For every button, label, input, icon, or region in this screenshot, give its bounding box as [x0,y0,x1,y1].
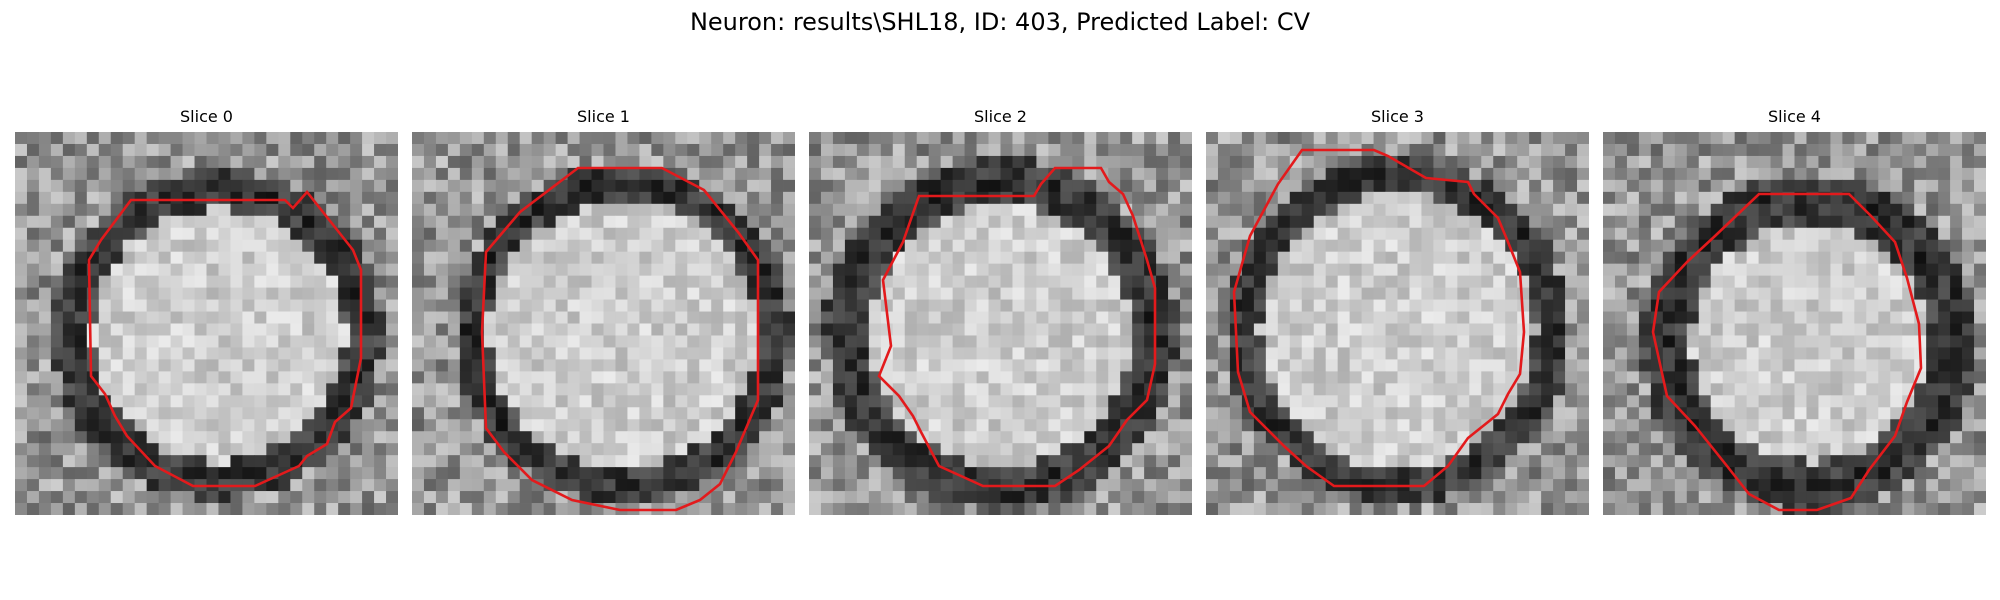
slice-title: Slice 0 [180,107,233,126]
slice-title: Slice 4 [1768,107,1821,126]
slice-image-4 [1603,132,1986,515]
slice-panel-2: Slice 2 [809,106,1192,515]
slice-title: Slice 2 [974,107,1027,126]
contour-outline [480,166,760,512]
slice-image-1 [412,132,795,515]
slice-title: Slice 3 [1371,107,1424,126]
slice-panel-3: Slice 3 [1206,106,1589,515]
contour-outline [1232,148,1526,488]
slice-panel-0: Slice 0 [15,106,398,515]
slice-image-3 [1206,132,1589,515]
slice-image-0 [15,132,398,515]
contour-outline [87,189,363,488]
slice-image-2 [809,132,1192,515]
contour-outline [1651,192,1923,512]
slice-title: Slice 1 [577,107,630,126]
contour-outline [877,166,1157,488]
slice-panel-1: Slice 1 [412,106,795,515]
slice-panel-4: Slice 4 [1603,106,1986,515]
figure-title: Neuron: results\SHL18, ID: 403, Predicte… [689,8,1311,36]
